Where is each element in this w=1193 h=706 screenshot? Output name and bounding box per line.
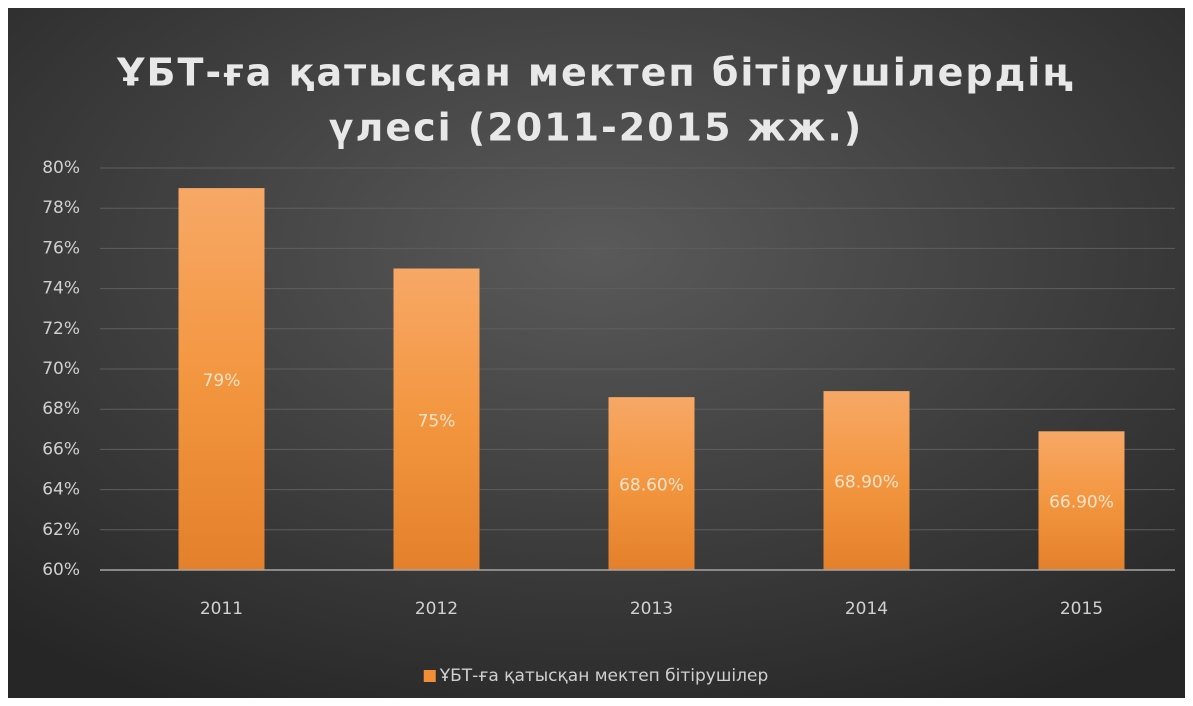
x-tick-label: 2014	[845, 599, 888, 619]
chart-title: ҰБТ-ға қатысқан мектеп бітірушілердің	[116, 51, 1075, 95]
x-tick-label: 2013	[630, 599, 673, 619]
legend-label: ҰБТ-ға қатысқан мектеп бітірушілер	[439, 666, 769, 686]
y-tick-label: 70%	[42, 359, 80, 379]
bar	[1038, 431, 1125, 570]
x-tick-label: 2012	[415, 599, 458, 619]
bar	[393, 268, 480, 570]
data-label: 68.60%	[619, 476, 684, 496]
y-tick-label: 80%	[42, 158, 80, 178]
y-tick-label: 64%	[42, 480, 80, 500]
y-tick-label: 74%	[42, 279, 80, 299]
y-tick-label: 62%	[42, 520, 80, 540]
y-tick-label: 78%	[42, 198, 80, 218]
chart-title: үлесі (2011-2015 жж.)	[329, 106, 863, 150]
legend-swatch	[423, 670, 436, 682]
bar	[823, 391, 910, 570]
data-label: 68.90%	[834, 473, 899, 493]
bar	[178, 188, 265, 570]
y-tick-label: 68%	[42, 399, 80, 419]
y-tick-label: 72%	[42, 319, 80, 339]
data-label: 75%	[418, 411, 456, 431]
bar	[608, 397, 695, 570]
data-label: 66.90%	[1049, 493, 1114, 513]
data-label: 79%	[203, 371, 241, 391]
y-tick-label: 60%	[42, 560, 80, 580]
x-tick-label: 2015	[1060, 599, 1103, 619]
y-tick-label: 66%	[42, 439, 80, 459]
y-tick-label: 76%	[42, 238, 80, 258]
x-tick-label: 2011	[200, 599, 243, 619]
